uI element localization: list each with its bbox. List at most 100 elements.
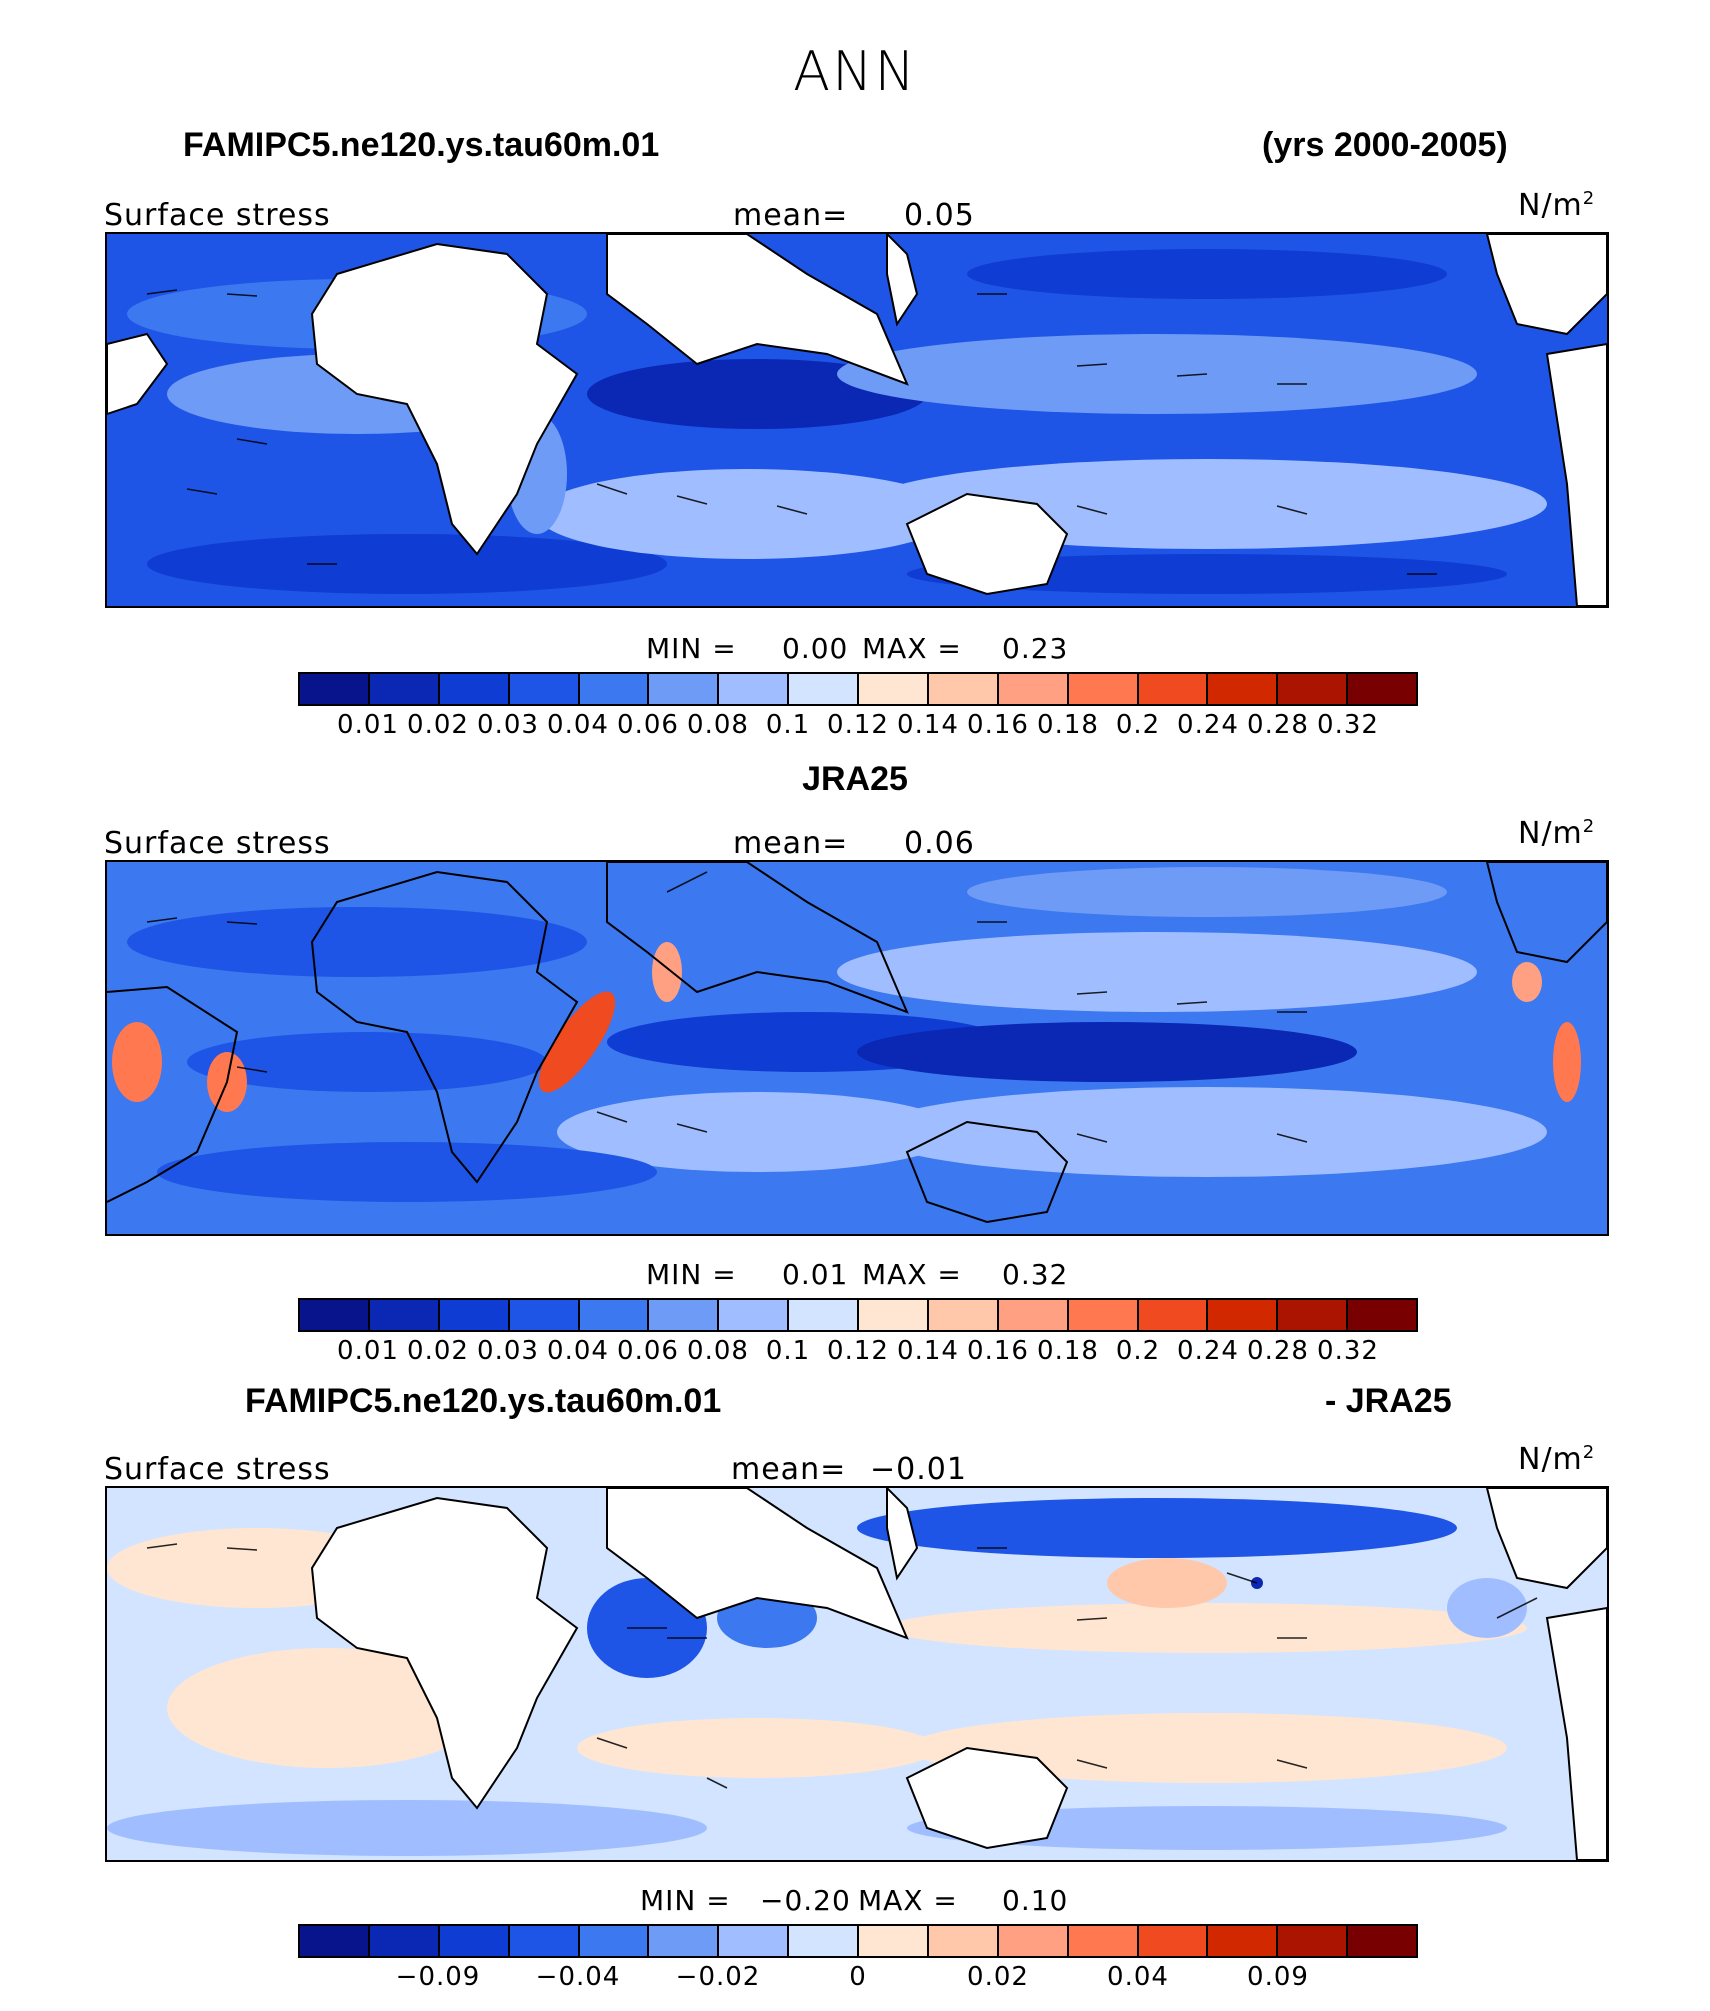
colorbar-swatch: [1208, 1926, 1279, 1956]
colorbar-tick-label: −0.02: [675, 1962, 761, 1992]
colorbar-tick-label: 0.02: [407, 1336, 469, 1366]
panel1-min-label: MIN =: [646, 632, 737, 665]
colorbar-swatch: [1208, 674, 1279, 704]
colorbar-swatch: [789, 1300, 859, 1330]
colorbar-swatch: [300, 1926, 370, 1956]
panel3-max-value: 0.10: [1002, 1884, 1069, 1917]
panel1-colorbar: [298, 672, 1418, 706]
panel1-units: N/m2: [1518, 188, 1596, 223]
panel1-min-value: 0.00: [782, 632, 849, 665]
panel2-min-label: MIN =: [646, 1258, 737, 1291]
colorbar-swatch: [509, 674, 580, 704]
colorbar-swatch: [439, 674, 510, 704]
colorbar-swatch: [859, 674, 929, 704]
colorbar-tick-label: 0.2: [1115, 710, 1161, 740]
panel2-max-value: 0.32: [1002, 1258, 1069, 1291]
colorbar-swatch: [998, 1300, 1069, 1330]
panel2-mean-label: mean=: [733, 826, 849, 861]
colorbar-swatch: [1278, 674, 1349, 704]
colorbar-swatch: [1348, 1300, 1416, 1330]
colorbar-swatch: [928, 674, 999, 704]
colorbar-swatch: [719, 674, 790, 704]
colorbar-tick-label: 0.1: [765, 710, 811, 740]
colorbar-swatch: [1348, 674, 1416, 704]
colorbar-swatch: [1068, 1300, 1139, 1330]
colorbar-swatch: [649, 1300, 720, 1330]
panel2-colorbar: [298, 1298, 1418, 1332]
panel1-max-label: MAX =: [862, 632, 962, 665]
colorbar-tick-label: −0.09: [395, 1962, 481, 1992]
panel1-max-value: 0.23: [1002, 632, 1069, 665]
panel2-min-value: 0.01: [782, 1258, 849, 1291]
colorbar-tick-label: 0.24: [1177, 1336, 1239, 1366]
colorbar-tick-label: 0.04: [1107, 1962, 1169, 1992]
panel1-map: [105, 232, 1609, 608]
colorbar-swatch: [1138, 1300, 1209, 1330]
colorbar-tick-label: 0.32: [1317, 1336, 1379, 1366]
colorbar-tick-label: 0.14: [897, 1336, 959, 1366]
panel2-mean-value: 0.06: [904, 826, 975, 861]
panel3-min-value: −0.20: [760, 1884, 851, 1917]
colorbar-swatch: [300, 674, 370, 704]
panel2-case-title: JRA25: [802, 760, 908, 798]
panel3-colorbar: [298, 1924, 1418, 1958]
colorbar-tick-label: 0.01: [337, 1336, 399, 1366]
colorbar-swatch: [1138, 674, 1209, 704]
colorbar-swatch: [1208, 1300, 1279, 1330]
colorbar-swatch: [859, 1300, 929, 1330]
panel3-mean-label: mean=: [731, 1452, 847, 1487]
colorbar-tick-label: 0.08: [687, 710, 749, 740]
panel3-max-label: MAX =: [858, 1884, 958, 1917]
panel3-variable-label: Surface stress: [104, 1452, 331, 1487]
colorbar-tick-label: 0.28: [1247, 1336, 1309, 1366]
panel3-case-title: FAMIPC5.ne120.ys.tau60m.01: [245, 1382, 722, 1420]
colorbar-swatch: [998, 674, 1069, 704]
colorbar-swatch: [998, 1926, 1069, 1956]
panel1-case-title: FAMIPC5.ne120.ys.tau60m.01: [183, 126, 660, 164]
colorbar-swatch: [1068, 674, 1139, 704]
colorbar-swatch: [789, 674, 859, 704]
colorbar-tick-label: −0.04: [535, 1962, 621, 1992]
colorbar-swatch: [509, 1926, 580, 1956]
colorbar-tick-label: 0.03: [477, 1336, 539, 1366]
page-title: ANN: [793, 40, 917, 103]
colorbar-swatch: [928, 1300, 999, 1330]
panel1-variable-label: Surface stress: [104, 198, 331, 233]
colorbar-swatch: [719, 1300, 790, 1330]
panel3-units: N/m2: [1518, 1442, 1596, 1477]
colorbar-swatch: [1138, 1926, 1209, 1956]
colorbar-swatch: [300, 1300, 370, 1330]
colorbar-swatch: [859, 1926, 929, 1956]
colorbar-swatch: [649, 674, 720, 704]
colorbar-tick-label: 0.16: [967, 710, 1029, 740]
panel2-map-svg: [107, 862, 1607, 1234]
panel2-variable-label: Surface stress: [104, 826, 331, 861]
colorbar-tick-label: 0: [849, 1962, 867, 1992]
colorbar-tick-label: 0.24: [1177, 710, 1239, 740]
colorbar-swatch: [579, 1300, 650, 1330]
colorbar-tick-label: 0.12: [827, 1336, 889, 1366]
panel3-map-svg: [107, 1488, 1607, 1860]
colorbar-swatch: [439, 1926, 510, 1956]
colorbar-swatch: [789, 1926, 859, 1956]
colorbar-swatch: [579, 674, 650, 704]
colorbar-swatch: [509, 1300, 580, 1330]
panel1-years-label: (yrs 2000-2005): [1262, 126, 1508, 164]
colorbar-tick-label: 0.04: [547, 1336, 609, 1366]
colorbar-swatch: [649, 1926, 720, 1956]
colorbar-tick-label: 0.18: [1037, 1336, 1099, 1366]
colorbar-tick-label: 0.01: [337, 710, 399, 740]
colorbar-swatch: [928, 1926, 999, 1956]
panel2-max-label: MAX =: [862, 1258, 962, 1291]
colorbar-tick-label: 0.12: [827, 710, 889, 740]
colorbar-tick-label: 0.32: [1317, 710, 1379, 740]
colorbar-swatch: [1278, 1300, 1349, 1330]
colorbar-swatch: [579, 1926, 650, 1956]
panel1-mean-label: mean=: [733, 198, 849, 233]
colorbar-tick-label: 0.02: [407, 710, 469, 740]
panel1-map-svg: [107, 234, 1607, 606]
colorbar-tick-label: 0.1: [765, 1336, 811, 1366]
panel3-min-label: MIN =: [640, 1884, 731, 1917]
colorbar-tick-label: 0.02: [967, 1962, 1029, 1992]
colorbar-tick-label: 0.14: [897, 710, 959, 740]
